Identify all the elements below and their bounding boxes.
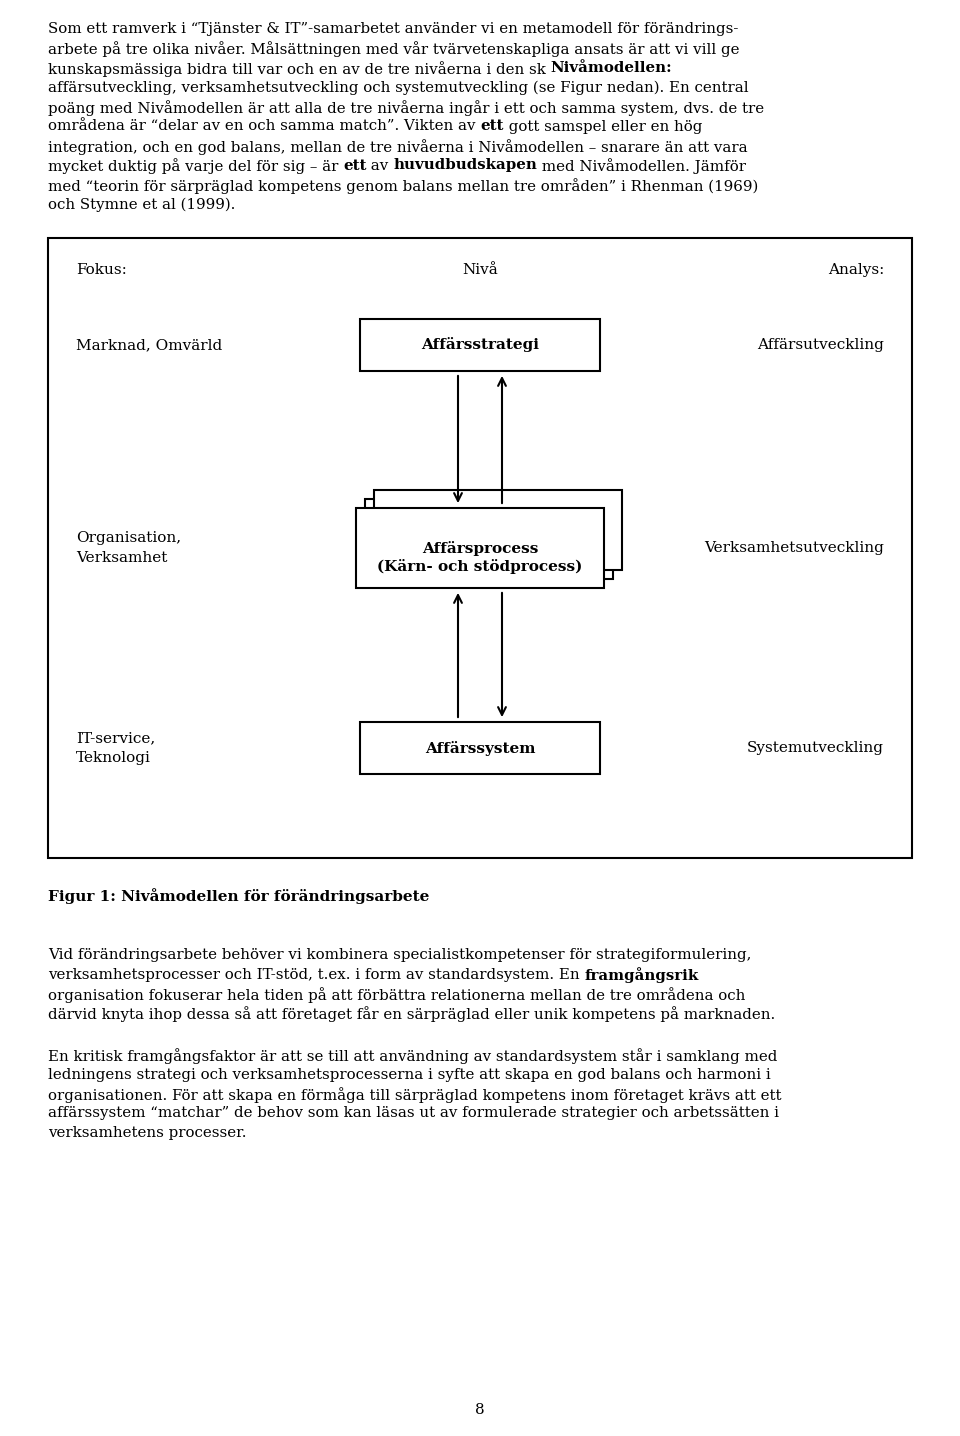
Text: Nivåmodellen:: Nivåmodellen: [551, 60, 672, 75]
Text: av: av [367, 158, 394, 172]
Text: verksamhetsprocesser och IT-stöd, t.ex. i form av standardsystem. En: verksamhetsprocesser och IT-stöd, t.ex. … [48, 968, 585, 981]
Text: därvid knyta ihop dessa så att företaget får en särpräglad eller unik kompetens : därvid knyta ihop dessa så att företaget… [48, 1007, 776, 1022]
Bar [374, 490, 622, 570]
Text: arbete på tre olika nivåer. Målsättningen med vår tvärvetenskapliga ansats är at: arbete på tre olika nivåer. Målsättninge… [48, 42, 739, 57]
Bar [360, 722, 600, 774]
Text: organisation fokuserar hela tiden på att förbättra relationerna mellan de tre om: organisation fokuserar hela tiden på att… [48, 987, 745, 1002]
Text: Analys:: Analys: [828, 263, 884, 277]
Text: Vid förändringsarbete behöver vi kombinera specialistkompetenser för strategifor: Vid förändringsarbete behöver vi kombine… [48, 948, 752, 962]
Text: ett: ett [480, 119, 504, 134]
Text: Fokus:: Fokus: [76, 263, 127, 277]
Text: Affärsstrategi: Affärsstrategi [421, 337, 539, 352]
Bar [48, 238, 912, 857]
Text: Som ett ramverk i “Tjänster & IT”-samarbetet använder vi en metamodell för förän: Som ett ramverk i “Tjänster & IT”-samarb… [48, 22, 738, 36]
Text: gott samspel eller en hög: gott samspel eller en hög [504, 119, 702, 134]
Text: organisationen. För att skapa en förmåga till särpräglad kompetens inom företage: organisationen. För att skapa en förmåga… [48, 1087, 781, 1103]
Text: kunskapsmässiga bidra till var och en av de tre nivåerna i den sk: kunskapsmässiga bidra till var och en av… [48, 60, 551, 78]
Text: framgångsrik: framgångsrik [585, 968, 699, 984]
Text: Systemutveckling: Systemutveckling [747, 741, 884, 755]
Text: huvudbudskapen: huvudbudskapen [394, 158, 538, 172]
Text: med “teorin för särpräglad kompetens genom balans mellan tre områden” i Rhenman : med “teorin för särpräglad kompetens gen… [48, 178, 758, 194]
Text: Affärsutveckling: Affärsutveckling [757, 337, 884, 352]
Text: affärssystem “matchar” de behov som kan läsas ut av formulerade strategier och a: affärssystem “matchar” de behov som kan … [48, 1107, 779, 1120]
Bar [356, 508, 604, 587]
Text: poäng med Nivåmodellen är att alla de tre nivåerna ingår i ett och samma system,: poäng med Nivåmodellen är att alla de tr… [48, 101, 764, 116]
Text: Marknad, Omvärld: Marknad, Omvärld [76, 337, 223, 352]
Text: och Stymne et al (1999).: och Stymne et al (1999). [48, 198, 235, 213]
Text: mycket duktig på varje del för sig – är: mycket duktig på varje del för sig – är [48, 158, 343, 174]
Text: med Nivåmodellen. Jämför: med Nivåmodellen. Jämför [538, 158, 746, 174]
Text: Affärssystem: Affärssystem [424, 741, 536, 755]
Text: Nivå: Nivå [462, 263, 498, 277]
Bar [365, 498, 613, 579]
Text: affärsutveckling, verksamhetsutveckling och systemutveckling (se Figur nedan). E: affärsutveckling, verksamhetsutveckling … [48, 80, 749, 95]
Text: Verksamhetsutveckling: Verksamhetsutveckling [704, 541, 884, 554]
Text: ett: ett [343, 158, 367, 172]
Text: IT-service,
Teknologi: IT-service, Teknologi [76, 731, 156, 765]
Text: (Kärn- och stödprocess): (Kärn- och stödprocess) [377, 559, 583, 574]
Text: områdena är “delar av en och samma match”. Vikten av: områdena är “delar av en och samma match… [48, 119, 480, 134]
Text: Figur 1: Nivåmodellen för förändringsarbete: Figur 1: Nivåmodellen för förändringsarb… [48, 887, 429, 903]
Text: Affärsprocess: Affärsprocess [421, 540, 539, 556]
Text: verksamhetens processer.: verksamhetens processer. [48, 1126, 247, 1140]
Text: En kritisk framgångsfaktor är att se till att användning av standardsystem står : En kritisk framgångsfaktor är att se til… [48, 1048, 778, 1064]
Text: Organisation,
Verksamhet: Organisation, Verksamhet [76, 531, 181, 564]
Bar [360, 319, 600, 370]
Text: ledningens strategi och verksamhetsprocesserna i syfte att skapa en god balans o: ledningens strategi och verksamhetsproce… [48, 1067, 771, 1081]
Text: integration, och en god balans, mellan de tre nivåerna i Nivåmodellen – snarare : integration, och en god balans, mellan d… [48, 139, 748, 155]
Text: 8: 8 [475, 1403, 485, 1417]
